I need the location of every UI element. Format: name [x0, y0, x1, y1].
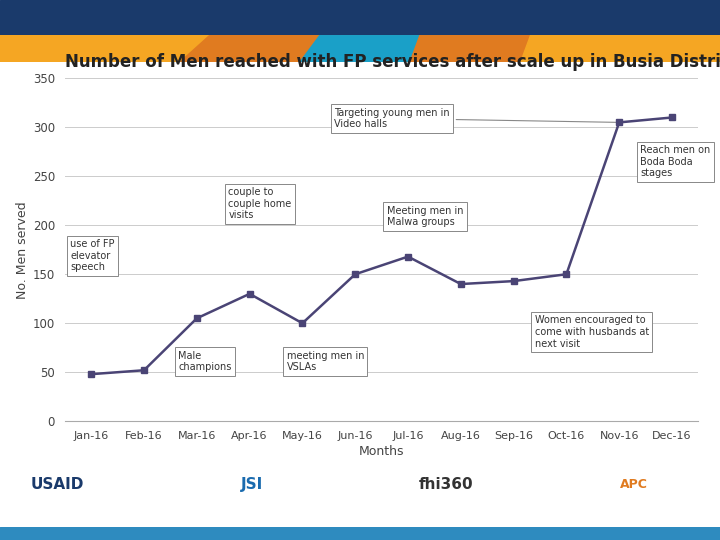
Text: JSI: JSI: [241, 477, 263, 492]
Text: Number of Men reached with FP services after scale up in Busia District: Number of Men reached with FP services a…: [65, 53, 720, 71]
X-axis label: Months: Months: [359, 445, 405, 458]
Polygon shape: [0, 35, 230, 62]
Text: Targeting young men in
Video halls: Targeting young men in Video halls: [334, 107, 616, 129]
Text: fhi360: fhi360: [419, 477, 474, 492]
Text: use of FP
elevator
speech: use of FP elevator speech: [70, 239, 114, 272]
Text: APC: APC: [620, 478, 647, 491]
Polygon shape: [410, 35, 550, 62]
Text: USAID: USAID: [31, 477, 84, 492]
Polygon shape: [300, 35, 440, 62]
Text: Meeting men in
Malwa groups: Meeting men in Malwa groups: [387, 206, 464, 227]
Text: Male
champions: Male champions: [179, 350, 232, 372]
Text: Women encouraged to
come with husbands at
next visit: Women encouraged to come with husbands a…: [535, 315, 649, 349]
Y-axis label: No. Men served: No. Men served: [16, 201, 29, 299]
Polygon shape: [520, 35, 720, 62]
Text: couple to
couple home
visits: couple to couple home visits: [228, 187, 292, 220]
Text: Reach men on
Boda Boda
stages: Reach men on Boda Boda stages: [640, 145, 711, 178]
Text: meeting men in
VSLAs: meeting men in VSLAs: [287, 350, 364, 372]
Polygon shape: [180, 35, 340, 62]
